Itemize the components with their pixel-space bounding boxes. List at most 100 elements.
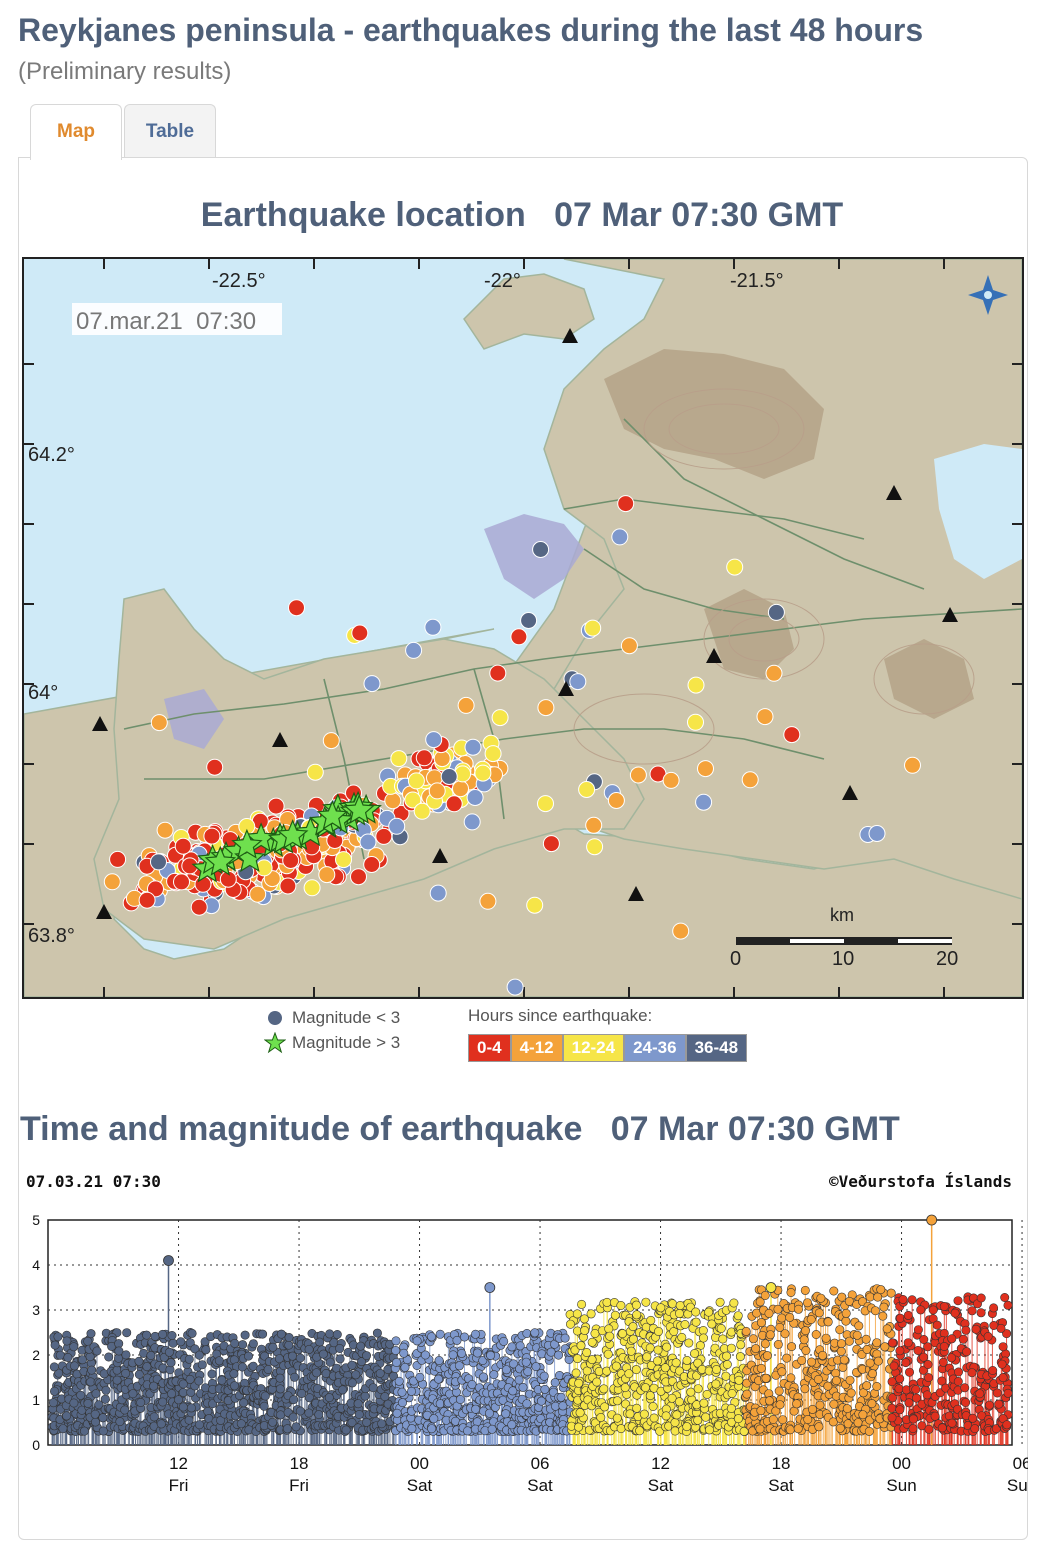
earthquake-dot: [611, 528, 629, 546]
earthquake-point: [785, 1425, 795, 1435]
earthquake-point: [361, 1351, 371, 1361]
earthquake-point: [121, 1350, 131, 1360]
earthquake-dot: [464, 738, 482, 756]
earthquake-point: [282, 1424, 292, 1434]
earthquake-point: [814, 1422, 824, 1432]
earthquake-point: [721, 1371, 731, 1381]
earthquake-point: [836, 1346, 846, 1356]
earthquake-dot: [405, 641, 423, 659]
tab-map[interactable]: Map: [30, 104, 122, 160]
earthquake-point: [574, 1422, 584, 1432]
earthquake-point: [994, 1399, 1004, 1409]
northern-headland: [463, 273, 595, 350]
tab-table[interactable]: Table: [124, 104, 216, 158]
earthquake-dot: [526, 896, 544, 914]
earthquake-point: [693, 1415, 703, 1425]
earthquake-point: [470, 1329, 480, 1339]
earthquake-dot: [479, 892, 497, 910]
earthquake-point: [803, 1415, 813, 1425]
earthquake-point: [1003, 1388, 1013, 1398]
earthquake-point: [617, 1329, 627, 1339]
earthquake-point: [168, 1338, 178, 1348]
earthquake-point: [976, 1293, 986, 1303]
earthquake-point: [904, 1398, 914, 1408]
earthquake-point: [407, 1424, 417, 1434]
earthquake-point: [648, 1402, 658, 1412]
earthquake-point: [515, 1341, 525, 1351]
earthquake-point: [394, 1376, 404, 1386]
earthquake-point: [314, 1410, 324, 1420]
earthquake-point: [903, 1338, 913, 1348]
earthquake-point: [287, 1351, 297, 1361]
earthquake-point: [325, 1357, 335, 1367]
earthquake-dot: [741, 771, 759, 789]
earthquake-point: [187, 1328, 197, 1338]
earthquake-point: [612, 1413, 622, 1423]
station-triangle-icon: [886, 485, 902, 500]
page-subtitle: (Preliminary results): [18, 58, 232, 85]
earthquake-point: [865, 1358, 875, 1368]
earthquake-point: [684, 1338, 694, 1348]
earthquake-point: [919, 1352, 929, 1362]
earthquake-point: [741, 1326, 751, 1336]
compass-icon: [968, 275, 1008, 315]
earthquake-point: [415, 1372, 425, 1382]
earthquake-point: [765, 1330, 775, 1340]
earthquake-dot: [578, 781, 596, 798]
earthquake-point: [903, 1310, 913, 1320]
earthquake-point: [653, 1345, 663, 1355]
earthquake-point: [701, 1412, 711, 1422]
earthquake-dot: [303, 879, 321, 897]
chart-credit: ©Veðurstofa Íslands: [829, 1172, 1012, 1191]
legend-bin-4-12: 4-12: [510, 1034, 563, 1062]
earthquake-point: [540, 1384, 550, 1394]
magnitude-legend: Magnitude < 3 Magnitude > 3: [264, 1006, 400, 1056]
earthquake-point: [260, 1391, 270, 1401]
earthquake-dot: [388, 817, 406, 835]
earthquake-point: [998, 1373, 1008, 1383]
lat-label-3: 63.8°: [28, 925, 75, 947]
seismic-stations: [92, 328, 958, 919]
page-title: Reykjanes peninsula - earthquakes during…: [18, 12, 924, 48]
station-triangle-icon: [432, 848, 448, 863]
notable-point: [926, 1214, 938, 1226]
earthquake-point: [356, 1341, 366, 1351]
earthquake-point: [870, 1306, 880, 1316]
earthquake-point: [550, 1378, 560, 1388]
earthquake-point: [862, 1381, 872, 1391]
earthquake-point: [837, 1292, 847, 1302]
earthquake-point: [928, 1314, 938, 1324]
earthquake-point: [238, 1340, 248, 1350]
earthquake-point: [693, 1358, 703, 1368]
earthquake-point: [813, 1374, 823, 1384]
earthquake-point: [484, 1408, 494, 1418]
earthquake-point: [835, 1325, 845, 1335]
earthquake-point: [599, 1384, 609, 1394]
earthquake-point: [501, 1409, 511, 1419]
earthquake-point: [565, 1319, 575, 1329]
x-tick-day: Sat: [768, 1476, 794, 1495]
station-triangle-icon: [92, 716, 108, 731]
chart-heading: Time and magnitude of earthquake 07 Mar …: [20, 1110, 900, 1148]
earthquake-point: [98, 1413, 108, 1423]
earthquake-star: [231, 828, 263, 859]
earthquake-point: [960, 1383, 970, 1393]
earthquake-dot: [359, 833, 377, 851]
earthquake-point: [452, 1335, 462, 1345]
earthquake-point: [628, 1334, 638, 1344]
earthquake-point: [522, 1399, 532, 1409]
earthquake-point: [216, 1415, 226, 1425]
station-triangle-icon: [842, 785, 858, 800]
notable-point: [765, 1282, 777, 1293]
earthquake-dot: [429, 884, 447, 902]
earthquake-point: [190, 1344, 200, 1354]
earthquake-point: [311, 1368, 321, 1378]
earthquake-point: [347, 1418, 357, 1428]
earthquake-point: [853, 1418, 863, 1428]
earthquake-dot: [138, 891, 156, 909]
earthquake-point: [642, 1352, 652, 1362]
earthquake-point: [641, 1297, 651, 1307]
earthquake-point: [878, 1311, 888, 1321]
earthquake-point: [58, 1424, 68, 1434]
earthquake-point: [815, 1400, 825, 1410]
